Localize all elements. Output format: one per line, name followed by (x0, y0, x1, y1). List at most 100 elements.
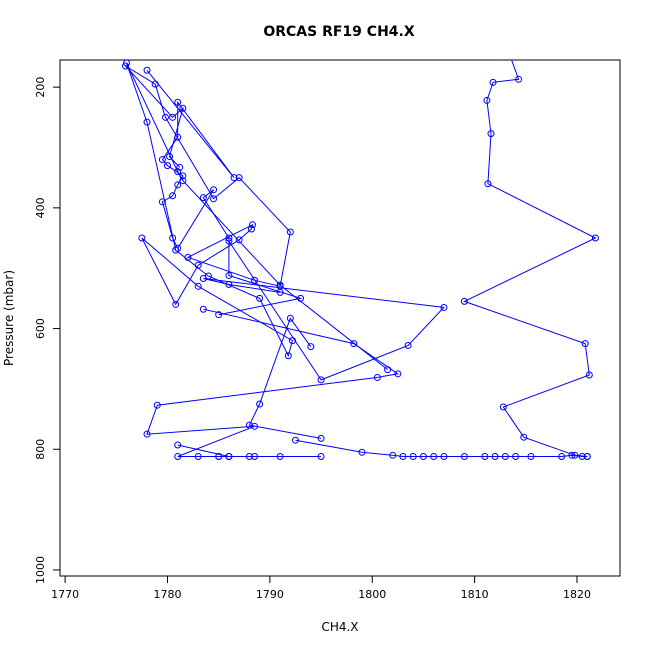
data-point (276, 288, 284, 296)
data-point (460, 453, 468, 461)
data-point (499, 403, 507, 411)
data-point (399, 453, 407, 461)
data-point (483, 96, 491, 104)
x-tick-label: 1770 (51, 588, 79, 601)
data-point (419, 453, 427, 461)
data-point (248, 221, 256, 229)
data-point (358, 448, 366, 456)
data-point (527, 453, 535, 461)
data-point (245, 453, 253, 461)
data-point (581, 340, 589, 348)
series-line-8 (463, 60, 597, 457)
data-point (215, 453, 223, 461)
series-line-3 (146, 69, 303, 316)
data-point (169, 113, 177, 121)
x-tick-label: 1780 (153, 588, 181, 601)
data-point (169, 234, 177, 242)
series-line-7 (295, 439, 588, 457)
data-point (225, 453, 233, 461)
data-point (591, 234, 599, 242)
data-point (440, 453, 448, 461)
data-point (512, 453, 520, 461)
data-point (373, 373, 381, 381)
data-point (247, 225, 255, 233)
data-point (317, 376, 325, 384)
data-point (215, 311, 223, 319)
data-point (199, 305, 207, 313)
y-tick-label: 800 (34, 439, 47, 460)
data-point (508, 60, 513, 61)
data-point (194, 453, 202, 461)
data-point (520, 433, 528, 441)
data-point (122, 62, 130, 70)
data-point (153, 401, 161, 409)
y-tick-label: 200 (34, 77, 47, 98)
data-point (515, 75, 523, 83)
data-point (225, 281, 233, 289)
data-point (199, 194, 207, 202)
x-axis: 1770 1780 1790 1800 1810 1820 (51, 575, 591, 601)
data-point (210, 195, 218, 203)
y-tick-label: 600 (34, 318, 47, 339)
data-point (158, 156, 166, 164)
plot-area (122, 60, 599, 461)
data-point (143, 66, 151, 74)
data-point (286, 228, 294, 236)
data-point (276, 453, 284, 461)
data-point (256, 400, 264, 408)
x-axis-label: CH4.X (321, 620, 358, 634)
y-axis: 200 400 600 800 1000 (34, 77, 61, 584)
data-point (199, 274, 207, 282)
data-point (225, 237, 233, 245)
data-point (174, 244, 182, 252)
data-point (172, 246, 180, 254)
x-tick-label: 1820 (563, 588, 591, 601)
data-point (158, 198, 166, 206)
data-point (174, 181, 182, 189)
y-tick-label: 1000 (34, 556, 47, 584)
series-line-1 (125, 62, 388, 370)
data-point (491, 453, 499, 461)
data-point (404, 341, 412, 349)
data-point (583, 453, 591, 461)
series-line-6 (203, 240, 445, 381)
data-point (176, 163, 184, 171)
data-point (245, 421, 253, 429)
data-point (174, 441, 182, 449)
x-tick-label: 1790 (256, 588, 284, 601)
data-point (350, 340, 358, 348)
data-point (225, 271, 233, 279)
data-point (143, 430, 151, 438)
data-point (460, 297, 468, 305)
data-point (307, 343, 315, 351)
data-point (194, 282, 202, 290)
plot-frame (59, 59, 621, 577)
data-point (440, 303, 448, 311)
data-point (143, 118, 151, 126)
chart-title: ORCAS RF19 CH4.X (263, 24, 414, 40)
data-point (284, 352, 292, 360)
data-point (179, 172, 187, 180)
data-point (558, 453, 566, 461)
series-layer (122, 60, 599, 461)
data-point (166, 153, 174, 161)
data-point (172, 300, 180, 308)
series-line-5 (248, 317, 322, 439)
data-point (481, 453, 489, 461)
data-point (297, 294, 305, 302)
x-tick-label: 1810 (461, 588, 489, 601)
data-point (184, 253, 192, 261)
data-point (384, 366, 392, 374)
data-point (256, 294, 264, 302)
data-point (571, 451, 579, 459)
data-point (585, 371, 593, 379)
data-point (235, 236, 243, 244)
data-point (225, 234, 233, 242)
data-point (489, 78, 497, 86)
data-point (484, 180, 492, 188)
data-point (179, 104, 187, 112)
data-point (174, 133, 182, 141)
data-point (317, 453, 325, 461)
data-point (210, 186, 218, 194)
